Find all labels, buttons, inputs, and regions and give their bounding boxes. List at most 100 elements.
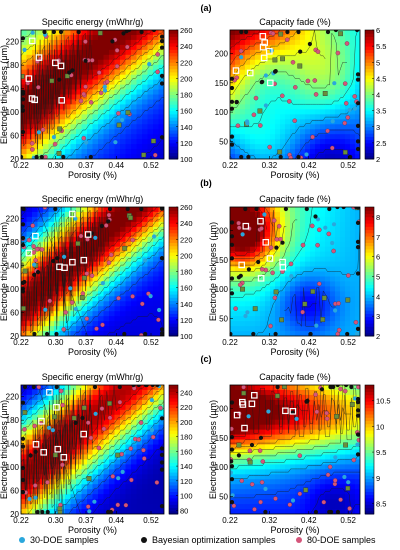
heatmap-cell [120, 129, 127, 135]
heatmap-cell [240, 409, 246, 416]
heatmap-cell [240, 99, 246, 106]
heatmap-cell [300, 216, 306, 223]
30-doe-sample [36, 130, 42, 135]
heatmap-cell [240, 311, 246, 317]
heatmap-cell [65, 231, 72, 238]
30-doe-sample [102, 88, 108, 93]
grid-sample [141, 152, 147, 158]
heatmap-cell [114, 207, 121, 213]
heatmap-cell [21, 504, 28, 510]
heatmap-cell [315, 114, 321, 120]
heatmap-cell [260, 484, 266, 490]
heatmap-cell [345, 321, 351, 327]
heatmap-cell [240, 394, 246, 401]
heatmap-cell [120, 221, 127, 228]
heatmap-cell [147, 124, 154, 130]
heatmap-cell [295, 226, 301, 233]
heatmap-cell [340, 69, 346, 76]
heatmap-cell [109, 449, 116, 456]
heatmap-cell [260, 94, 266, 101]
heatmap-cell [147, 119, 154, 125]
heatmap-cell [136, 251, 143, 258]
heatmap-cell [305, 424, 311, 431]
heatmap-cell [345, 281, 351, 287]
heatmap-cell [92, 419, 99, 426]
heatmap-cell [305, 226, 311, 233]
heatmap-cell [260, 44, 266, 51]
heatmap-cell [158, 114, 164, 120]
heatmap-cell [230, 154, 236, 159]
heatmap-cell [21, 59, 28, 66]
heatmap-cell [260, 286, 266, 292]
heatmap-cell [43, 291, 50, 297]
heatmap-cell [76, 114, 83, 120]
bayesian-sample [117, 385, 122, 390]
heatmap-cell [280, 474, 286, 480]
grid-sample [79, 295, 85, 300]
80-doe-sample [288, 155, 293, 159]
heatmap-cell [240, 321, 246, 327]
heatmap-cell [310, 44, 316, 51]
heatmap-cell [120, 134, 127, 140]
heatmap-cell [120, 449, 127, 456]
heatmap-cell [142, 124, 149, 130]
heatmap-cell [330, 504, 336, 510]
colorbar-segment [169, 88, 178, 92]
heatmap-cell [81, 74, 88, 81]
heatmap-cell [142, 119, 149, 125]
heatmap-cell [136, 409, 143, 416]
grid-sample [75, 241, 81, 246]
heatmap-cell [21, 301, 28, 307]
heatmap-cell [70, 316, 77, 322]
contour-line [230, 207, 274, 259]
heatmap-cell [98, 246, 105, 253]
colorbar-tick-label: 200 [180, 74, 193, 83]
heatmap-cell [43, 114, 50, 120]
heatmap-cell [109, 84, 116, 91]
heatmap-cell [290, 119, 296, 125]
heatmap-cell [245, 211, 251, 218]
heatmap-cell [235, 321, 241, 327]
heatmap-cell [136, 241, 143, 248]
heatmap-cell [310, 326, 316, 332]
heatmap-cell [26, 251, 33, 258]
heatmap-cell [43, 139, 50, 145]
colorbar-segment [169, 478, 178, 483]
heatmap-cell [250, 444, 256, 451]
heatmap-cell [340, 89, 346, 96]
heatmap-cell [147, 404, 154, 411]
heatmap-cell [320, 494, 326, 500]
colorbar-segment [365, 265, 374, 269]
heatmap-cell [350, 221, 356, 228]
heatmap-cell [320, 79, 326, 86]
heatmap-cell [325, 301, 331, 307]
heatmap-cell [285, 276, 291, 283]
heatmap-cell [98, 454, 105, 461]
colorbar-segment [365, 100, 374, 105]
bayesian-sample [239, 154, 244, 159]
heatmap-cell [300, 54, 306, 61]
heatmap-cell [345, 454, 351, 461]
heatmap-cell [240, 251, 246, 258]
bayesian-sample [159, 504, 164, 509]
heatmap-cell [120, 241, 127, 248]
30-doe-sample [149, 398, 154, 403]
heatmap-cell [109, 69, 116, 76]
heatmap-cell [275, 246, 281, 253]
heatmap-cell [103, 399, 110, 406]
heatmap-cell [295, 69, 301, 76]
heatmap-cell [250, 124, 256, 130]
heatmap-cell [92, 291, 99, 297]
heatmap-cell [153, 311, 160, 317]
80-doe-sample [141, 447, 146, 453]
heatmap-cell [76, 34, 83, 41]
heatmap-cell [245, 144, 251, 150]
heatmap-cell [275, 124, 281, 130]
heatmap-cell [142, 89, 149, 96]
heatmap-cell [81, 494, 88, 500]
colorbar-segment [169, 104, 178, 108]
heatmap-cell [21, 94, 28, 101]
heatmap-cell [26, 276, 33, 283]
heatmap-cell [320, 246, 326, 253]
80-doe-sample [270, 270, 275, 276]
